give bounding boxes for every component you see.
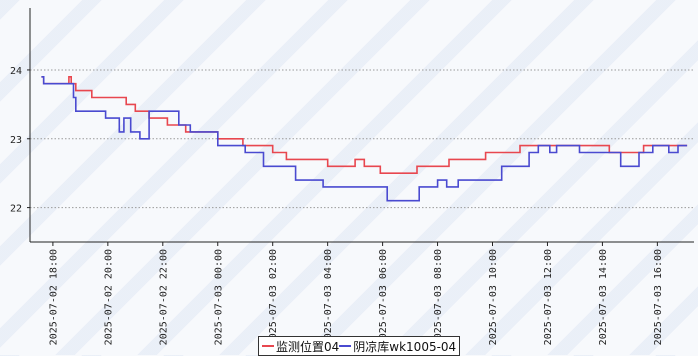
axes: [29, 8, 694, 243]
x-tick-label-4: 2025-07-03 02:00: [268, 249, 279, 345]
x-tick-labels: 2025-07-02 18:00 2025-07-02 20:00 2025-07-…: [48, 242, 664, 345]
y-tick-label-24: 24: [10, 66, 22, 77]
x-tick-label-10: 2025-07-03 14:00: [598, 249, 609, 345]
x-tick-label-3: 2025-07-03 00:00: [213, 249, 224, 345]
series-line-1: [41, 76, 688, 174]
x-tick-label-6: 2025-07-03 06:00: [378, 249, 389, 345]
series-lines: [41, 76, 688, 202]
x-tick-label-2: 2025-07-02 22:00: [158, 249, 169, 345]
legend-item-series-2[interactable]: 阴凉库wk1005-04: [339, 338, 456, 355]
legend: 监测位置04 阴凉库wk1005-04: [258, 336, 461, 356]
x-tick-label-7: 2025-07-03 08:00: [433, 249, 444, 345]
legend-swatch-series-2: [339, 345, 352, 347]
x-tick-label-8: 2025-07-03 10:00: [488, 249, 499, 345]
legend-item-series-1[interactable]: 监测位置04: [262, 338, 339, 355]
legend-label-series-2: 阴凉库wk1005-04: [353, 339, 457, 354]
legend-label-series-1: 监测位置04: [276, 339, 340, 354]
x-tick-label-1: 2025-07-02 20:00: [103, 249, 114, 345]
grid-lines: [30, 69, 694, 209]
x-tick-label-9: 2025-07-03 12:00: [543, 249, 554, 345]
x-tick-label-0: 2025-07-02 18:00: [48, 249, 59, 345]
x-tick-label-11: 2025-07-03 16:00: [653, 249, 664, 345]
x-tick-label-5: 2025-07-03 04:00: [323, 249, 334, 345]
series-line-2: [41, 76, 688, 202]
legend-swatch-series-1: [262, 345, 274, 347]
y-tick-labels: 22 23 24: [10, 66, 30, 215]
y-tick-label-23: 23: [10, 135, 22, 146]
y-tick-label-22: 22: [10, 204, 22, 215]
